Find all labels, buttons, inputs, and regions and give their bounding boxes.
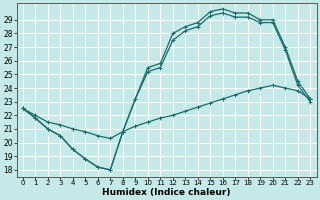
X-axis label: Humidex (Indice chaleur): Humidex (Indice chaleur) [102,188,231,197]
